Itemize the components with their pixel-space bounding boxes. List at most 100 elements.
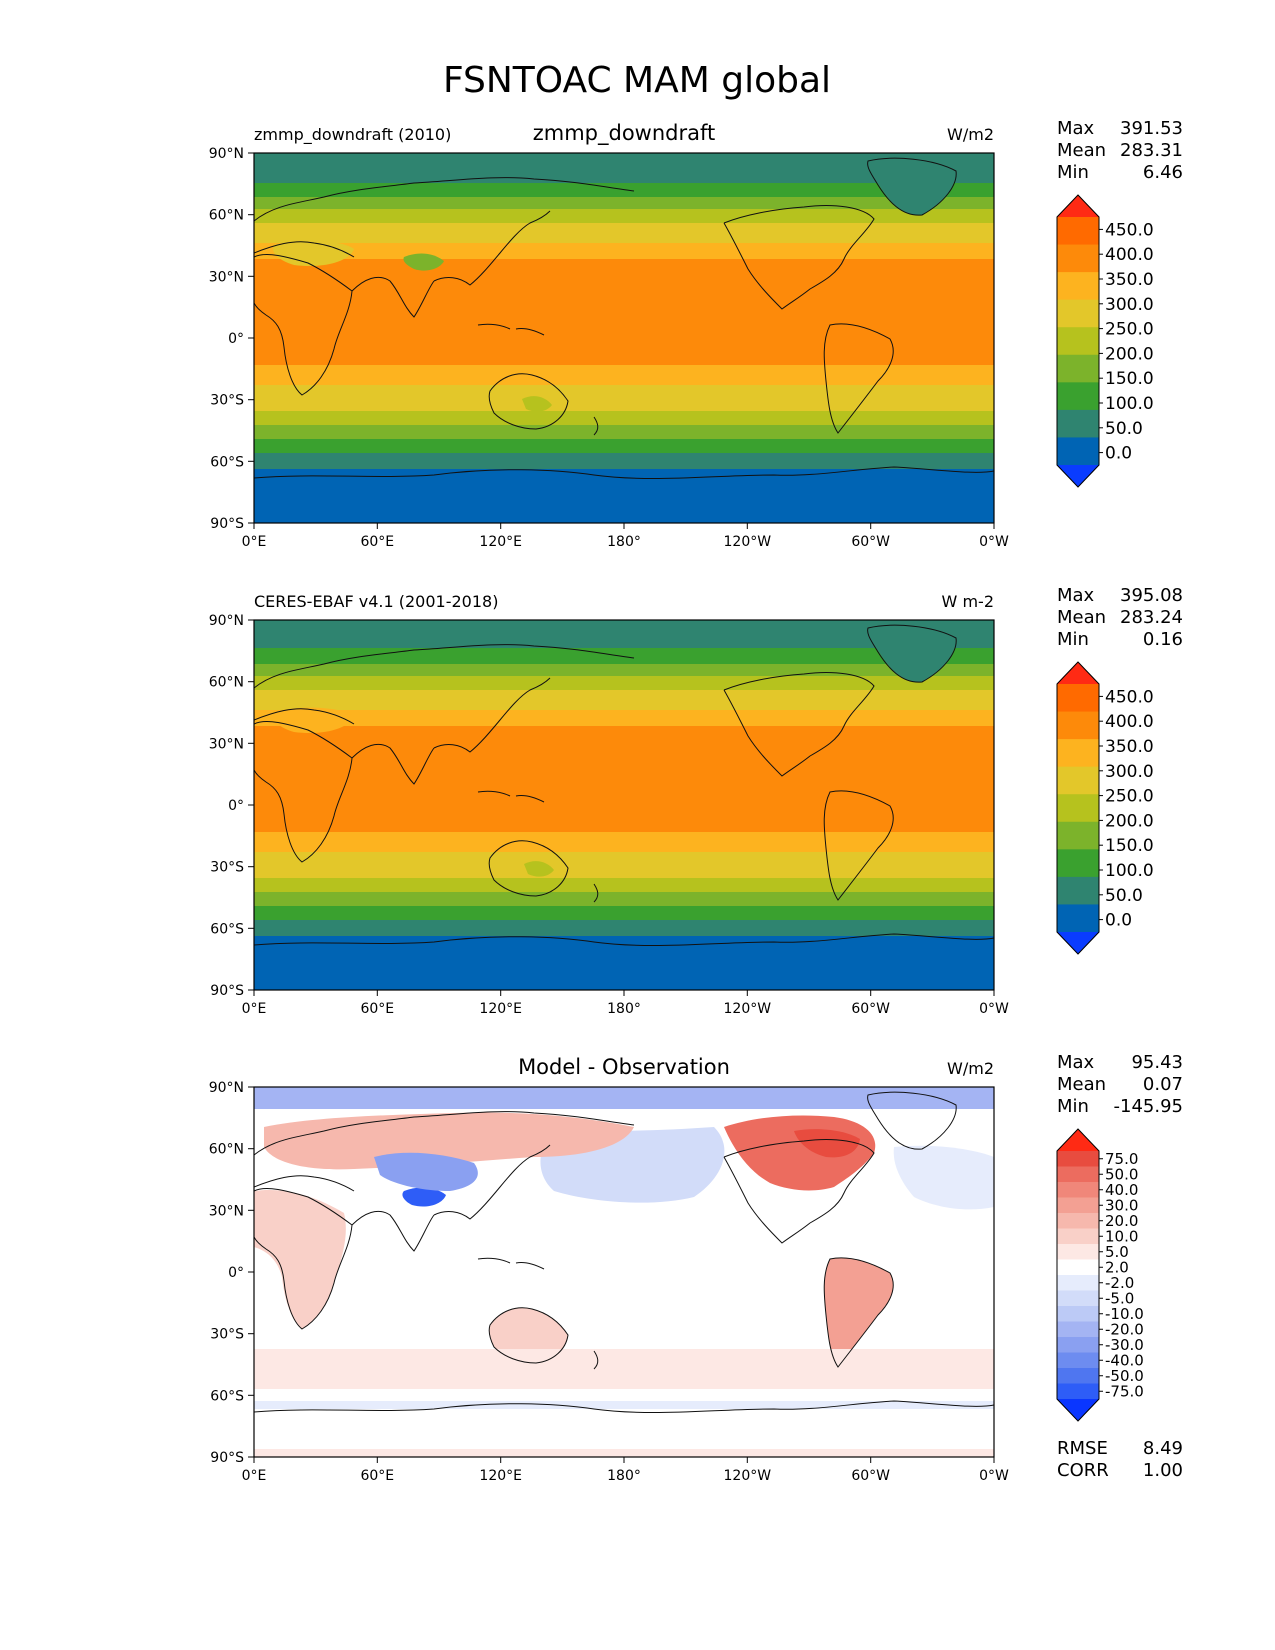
coast-eurasia-north <box>254 1111 635 1156</box>
colorbar-tick-label: 350.0 <box>1105 737 1154 757</box>
lon-tick-label: 60°W <box>851 1001 890 1017</box>
band-lat-70-64 <box>254 197 994 209</box>
coast-new-zealand <box>593 416 599 436</box>
colorbar-swatch <box>1057 849 1099 878</box>
lat-tick-label: 60°N <box>209 1142 244 1158</box>
tibet-tone <box>403 253 444 271</box>
diff-arctic-band <box>254 1087 994 1109</box>
lat-tick-label: 90°N <box>209 613 244 629</box>
colorbar-swatch <box>1057 1151 1099 1167</box>
lon-tick-label: 60°E <box>360 1468 394 1484</box>
colorbar-swatch <box>1057 1275 1099 1291</box>
colorbar-swatch <box>1057 794 1099 823</box>
band-lat-26s-37s <box>254 385 994 411</box>
colorbar-extend-top <box>1057 1129 1099 1151</box>
colorbar-swatch <box>1057 1306 1099 1322</box>
stat-label: Max <box>1057 585 1095 606</box>
coast-south-america <box>823 323 894 434</box>
colorbar-tick-label: 100.0 <box>1105 861 1154 881</box>
coast-europe-south <box>254 241 355 258</box>
antarctic-edge-tone <box>254 471 994 523</box>
greenland-tone <box>868 158 955 216</box>
lat-tick-label: 60°S <box>210 921 244 937</box>
colorbar-tick-label: -40.0 <box>1105 1352 1144 1370</box>
diff-central-asia <box>374 1152 478 1191</box>
band-lat-48-40 <box>254 243 994 259</box>
lon-tick-label: 0°W <box>979 534 1009 550</box>
diff-antarctic-edge <box>254 1401 994 1409</box>
band-lat-37s-45s <box>254 411 994 425</box>
coast-europe-south <box>254 708 355 725</box>
coast-east-asia <box>433 210 551 286</box>
colorbar-swatch <box>1057 739 1099 768</box>
coast-indonesia <box>477 323 545 336</box>
obs-title-left: CERES-EBAF v4.1 (2001-2018) <box>254 592 498 611</box>
band-lat-45s-50s <box>254 425 994 439</box>
lon-tick-label: 60°W <box>851 1468 890 1484</box>
stat-value: 0.16 <box>1143 629 1183 650</box>
panel-model: 90°N 60°N 30°N 0° 30°S 60°S 90°S 0°E 60°… <box>209 121 1009 550</box>
colorbar-swatch <box>1057 299 1099 328</box>
obs-coastlines <box>254 624 994 947</box>
obs-lat-ticks: 90°N 60°N 30°N 0° 30°S 60°S 90°S <box>209 613 254 999</box>
colorbar-swatch <box>1057 1228 1099 1245</box>
diff-south-pole-strip <box>254 1449 994 1457</box>
figure-title: FSNTOAC MAM global <box>443 60 831 101</box>
colorbar-swatch <box>1057 684 1099 713</box>
colorbar-tick-label: -20.0 <box>1105 1321 1144 1339</box>
colorbar-swatch <box>1057 1337 1099 1353</box>
model-lon-ticks: 0°E 60°E 120°E 180° 120°W 60°W 0°W <box>242 523 1009 550</box>
coast-north-america <box>723 1139 875 1244</box>
band-lat-64-58 <box>254 209 994 223</box>
band-lat-37s-45s <box>254 878 994 892</box>
lat-tick-label: 60°N <box>209 675 244 691</box>
colorbar-tick-label: 0.0 <box>1105 911 1132 931</box>
colorbar-tick-label: 10.0 <box>1105 1228 1138 1246</box>
colorbar-tick-label: 450.0 <box>1105 220 1154 240</box>
colorbar-extend-bottom <box>1057 932 1099 954</box>
diff-lon-ticks: 0°E 60°E 120°E 180° 120°W 60°W 0°W <box>242 1457 1009 1484</box>
colorbar-swatch <box>1057 1213 1099 1229</box>
band-lat-48-40 <box>254 710 994 726</box>
colorbar-tick-label: 150.0 <box>1105 836 1154 856</box>
colorbar-extend-bottom <box>1057 1399 1099 1421</box>
colorbar-model: 450.0 400.0 350.0 300.0 250.0 200.0 150.0 100.0… <box>1056 194 1154 488</box>
stat-value: 395.08 <box>1120 585 1183 606</box>
colorbar-swatch <box>1057 1166 1099 1183</box>
lat-tick-label: 30°N <box>209 269 244 285</box>
band-lat-40-20s <box>254 259 994 385</box>
colorbar-diff: 75.050.040.030.020.010.05.02.0-2.0-5.0-1… <box>1056 1128 1144 1422</box>
colorbar-tick-label: 0.0 <box>1105 444 1132 464</box>
colorbar-extend-top <box>1057 195 1099 217</box>
lon-tick-label: 120°E <box>479 1468 522 1484</box>
band-lat-50s-57s <box>254 906 994 920</box>
colorbar-swatch <box>1057 1290 1099 1307</box>
stat-value: -145.95 <box>1114 1096 1183 1117</box>
band-lat-70-64 <box>254 664 994 676</box>
stat-label: Mean <box>1057 1074 1106 1095</box>
stat-label: Min <box>1057 162 1089 183</box>
lat-tick-label: 0° <box>228 331 244 347</box>
sahara-tone <box>273 707 354 734</box>
coast-new-zealand <box>593 1350 599 1370</box>
obs-stats: Max 395.08 Mean 283.24 Min 0.16 <box>1057 585 1183 650</box>
stat-label: Min <box>1057 629 1089 650</box>
colorbar-swatch <box>1057 409 1099 438</box>
diff-lat-ticks: 90°N 60°N 30°N 0° 30°S 60°S 90°S <box>209 1080 254 1466</box>
stat-label: Max <box>1057 1052 1095 1073</box>
colorbar-tick-label: -2.0 <box>1105 1274 1134 1292</box>
colorbar-swatch <box>1057 382 1099 411</box>
colorbar-tick-label: 300.0 <box>1105 295 1154 315</box>
greenland-tone <box>868 625 955 683</box>
coast-europe-south <box>254 1175 355 1192</box>
colorbar-extend-top <box>1057 662 1099 684</box>
lat-tick-label: 90°S <box>210 1450 244 1466</box>
band-lat-58-48 <box>254 690 994 710</box>
colorbar-extend-bottom <box>1057 465 1099 487</box>
stat-label: Mean <box>1057 607 1106 628</box>
colorbar-swatch <box>1057 1352 1099 1369</box>
lat-tick-label: 30°S <box>210 860 244 876</box>
stat-value: 6.46 <box>1143 162 1183 183</box>
lon-tick-label: 120°W <box>724 1001 772 1017</box>
lon-tick-label: 0°E <box>242 534 267 550</box>
